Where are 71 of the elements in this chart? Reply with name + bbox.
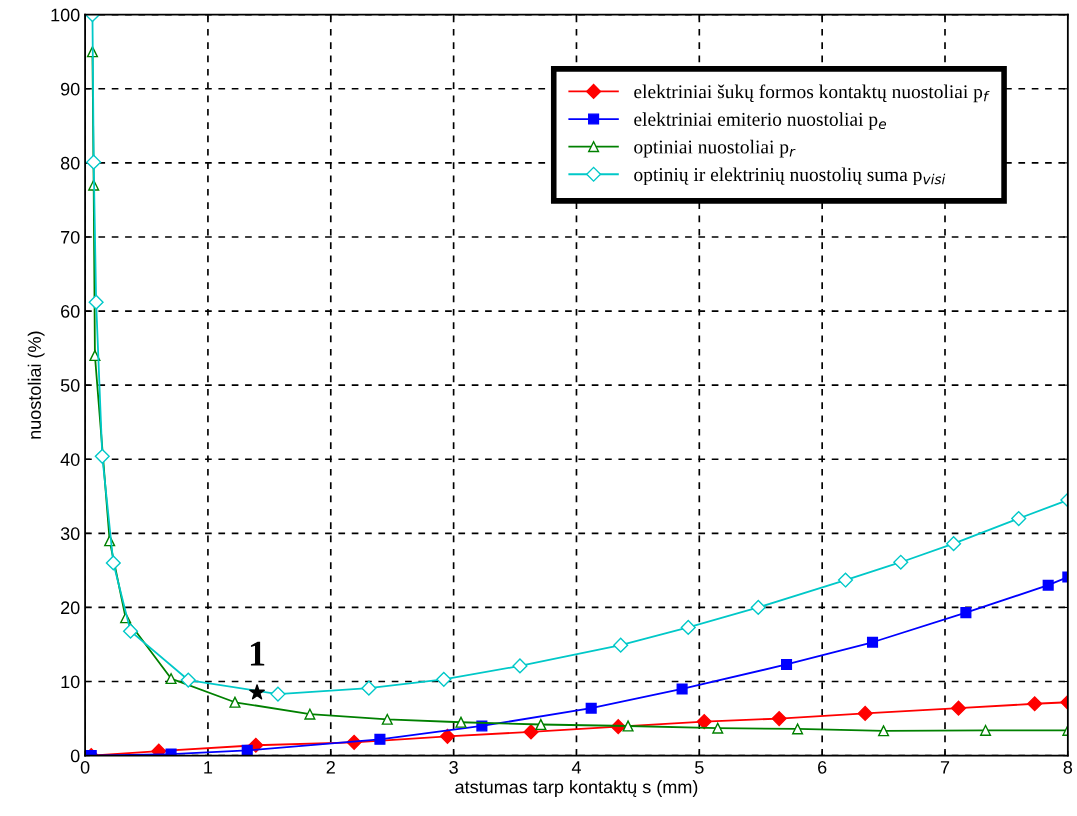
y-tick-label: 90 [60, 82, 80, 96]
y-tick-label: 30 [60, 527, 80, 541]
x-tick-label: 3 [449, 760, 458, 774]
point [893, 554, 909, 570]
point [866, 636, 879, 648]
point [94, 448, 110, 464]
point [455, 716, 467, 728]
point [304, 708, 316, 720]
point [750, 599, 766, 616]
point [1011, 510, 1027, 527]
point [585, 702, 597, 714]
point [535, 718, 547, 731]
legend-label: elektriniai emiterio nuostoliai p$_{e}$ [634, 112, 887, 130]
y-tick-label: 50 [60, 379, 80, 392]
point [165, 673, 177, 685]
point [622, 720, 634, 732]
point [771, 710, 787, 727]
y-tick-label: 60 [61, 304, 80, 318]
y-tick-label: 80 [60, 156, 80, 170]
point [857, 705, 873, 721]
point [122, 623, 139, 639]
point [436, 671, 452, 687]
x-tick-label: 1 [204, 761, 213, 774]
y-tick-label: 10 [61, 675, 80, 689]
x-tick-label: 8 [1063, 760, 1073, 774]
point [512, 658, 528, 674]
point [696, 713, 712, 730]
x-tick-label: 0 [80, 760, 90, 774]
point [86, 154, 102, 170]
point [712, 722, 724, 734]
point [88, 294, 104, 310]
x-tick-label: 5 [695, 761, 704, 774]
y-tick-label: 100 [51, 8, 80, 22]
x-tick-label: 7 [940, 761, 950, 774]
point [270, 686, 286, 702]
point [249, 684, 265, 700]
x-axis-title: atstumas tarp kontaktų s (mm) [455, 780, 698, 797]
x-tick-label: 4 [571, 761, 581, 774]
point [241, 744, 253, 756]
point [381, 713, 393, 725]
point [950, 700, 967, 716]
x-tick-label: 6 [818, 760, 827, 774]
point [105, 555, 121, 571]
point [613, 637, 629, 653]
point [878, 725, 890, 737]
point [361, 680, 377, 696]
point [1027, 696, 1043, 712]
point [676, 683, 688, 695]
y-tick-label: 20 [61, 601, 80, 615]
y-tick-label: 0 [70, 749, 80, 763]
point [439, 728, 456, 744]
annotation: 1 [250, 641, 265, 666]
point [1042, 579, 1054, 591]
point [780, 658, 793, 671]
point [374, 733, 386, 745]
legend-label: optiniai nuostoliai p$_{r}$ [634, 139, 796, 158]
y-tick-label: 70 [61, 230, 80, 244]
point [946, 536, 962, 552]
point [979, 724, 992, 736]
legend-label: optinių ir elektrinių nuostolių suma p$_{visi}$ [634, 167, 946, 186]
legend-label: elektriniai šukų formos kontaktų nuostoliai p$_{f}$ [634, 84, 990, 103]
y-axis-title: nuostoliai (%) [27, 331, 45, 439]
point [229, 696, 241, 708]
x-tick-label: 2 [326, 760, 335, 774]
point [792, 723, 804, 735]
point [523, 724, 539, 740]
y-tick-label: 40 [60, 453, 80, 466]
point [837, 572, 854, 588]
point [180, 672, 196, 688]
point [680, 619, 696, 636]
point [960, 607, 972, 619]
